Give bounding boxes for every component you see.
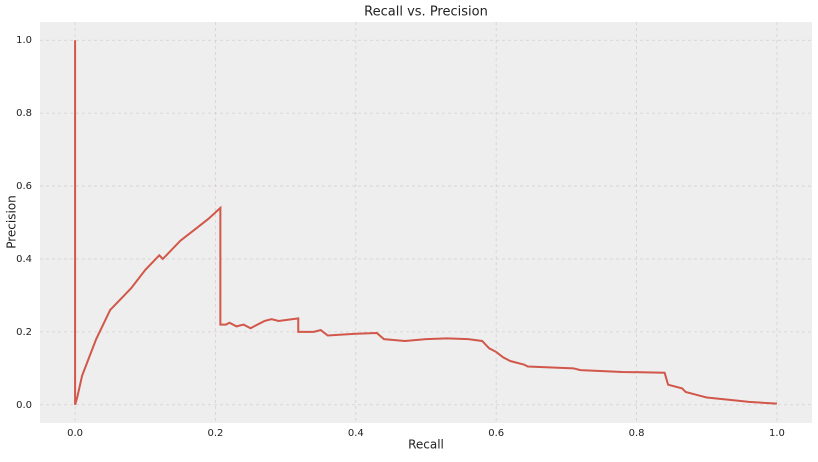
y-tick-label: 0.8 [16,108,32,119]
y-tick-label: 0.4 [16,254,32,265]
y-axis-label: Precision [5,195,19,249]
y-tick-label: 1.0 [16,35,32,46]
x-tick-label: 0.4 [348,428,364,439]
x-tick-label: 0.6 [488,428,504,439]
y-tick-label: 0.2 [16,327,32,338]
y-tick-label: 0.0 [16,400,32,411]
x-tick-label: 1.0 [769,428,785,439]
chart-title: Recall vs. Precision [364,5,488,20]
x-tick-label: 0.8 [629,428,645,439]
pr-curve [74,40,777,406]
y-tick-label: 0.6 [16,181,32,192]
x-axis-label: Recall [408,438,444,452]
x-tick-label: 0.0 [67,428,83,439]
x-tick-label: 0.2 [208,428,224,439]
plot-area [40,22,812,423]
